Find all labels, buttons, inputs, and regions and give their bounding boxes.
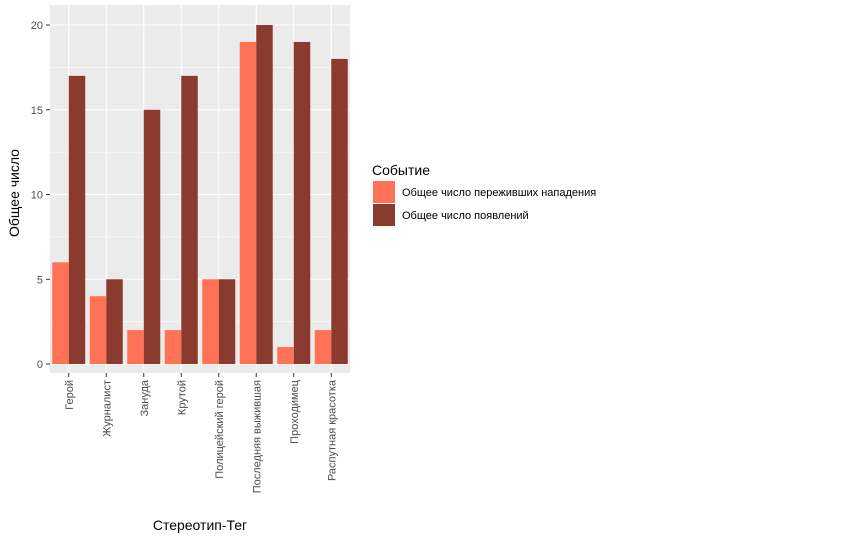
bar	[314, 330, 332, 364]
bar	[293, 41, 311, 364]
bar	[181, 75, 198, 364]
legend-key	[373, 181, 395, 203]
x-tick-label: Последняя выжившая	[251, 380, 263, 493]
bars-layer	[52, 25, 348, 365]
x-tick-label: Герой	[64, 380, 76, 410]
x-tick-label: Журналист	[101, 380, 113, 437]
legend: Событие Общее число переживших нападения…	[372, 162, 596, 226]
legend-label: Общее число переживших нападения	[402, 187, 596, 199]
x-tick-label: Зануда	[139, 379, 151, 416]
x-axis: Герой Журналист Зануда Крутой Полицейский ге…	[64, 373, 338, 493]
bar	[202, 279, 219, 364]
y-tick-label: 20	[31, 20, 43, 32]
bar	[127, 330, 144, 364]
legend-title: Событие	[372, 162, 430, 178]
bar	[52, 262, 69, 364]
bar	[218, 279, 236, 364]
bar	[277, 347, 294, 364]
x-tick-label: Полицейский герой	[214, 380, 226, 479]
bar	[239, 41, 257, 364]
x-axis-title: Стереотип-Тег	[153, 517, 247, 533]
y-tick-label: 15	[31, 105, 43, 117]
x-tick-label: Крутой	[176, 380, 188, 415]
bar	[256, 25, 273, 364]
bar	[143, 109, 161, 364]
bar	[331, 58, 348, 365]
y-axis-title: Общее число	[6, 149, 22, 237]
bar	[164, 330, 182, 364]
bar	[68, 75, 86, 364]
x-tick-label: Распутная красотка	[326, 379, 338, 481]
bar	[89, 296, 107, 364]
y-tick-label: 10	[31, 190, 43, 202]
y-axis: 0 5 10 15 20	[31, 20, 50, 371]
y-tick-label: 0	[37, 359, 43, 371]
y-tick-label: 5	[37, 274, 43, 286]
legend-label: Общее число появлений	[402, 210, 529, 222]
bar	[106, 279, 123, 364]
legend-key	[373, 204, 395, 226]
x-tick-label: Проходимец	[289, 379, 301, 444]
